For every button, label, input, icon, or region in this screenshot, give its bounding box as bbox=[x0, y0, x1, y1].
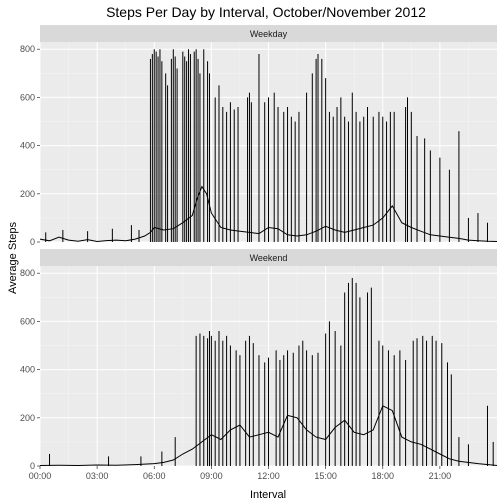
series-line bbox=[39, 185, 498, 243]
y-tick-label: 600 bbox=[20, 92, 35, 102]
facet-strip bbox=[40, 249, 497, 266]
x-axis-title: Interval bbox=[250, 489, 286, 501]
y-tick-label: 600 bbox=[20, 316, 35, 326]
y-axis-title: Average Steps bbox=[7, 222, 19, 294]
x-tick-label: 09:00 bbox=[200, 471, 223, 481]
facet-strip bbox=[40, 25, 497, 42]
x-tick-label: 21:00 bbox=[429, 471, 452, 481]
x-tick-label: 06:00 bbox=[143, 471, 166, 481]
x-tick-label: 18:00 bbox=[371, 471, 394, 481]
facet-strip-label: Weekend bbox=[250, 253, 288, 263]
y-tick-label: 200 bbox=[20, 189, 35, 199]
facet-strip-label: Weekday bbox=[250, 29, 288, 39]
y-tick-label: 800 bbox=[20, 44, 35, 54]
x-tick-label: 00:00 bbox=[29, 471, 52, 481]
x-tick-label: 03:00 bbox=[86, 471, 109, 481]
y-tick-label: 200 bbox=[20, 413, 35, 423]
chart-title: Steps Per Day by Interval, October/Novem… bbox=[106, 4, 426, 20]
y-tick-label: 0 bbox=[30, 237, 35, 247]
y-tick-label: 400 bbox=[20, 141, 35, 151]
x-tick-label: 12:00 bbox=[257, 471, 280, 481]
x-tick-label: 15:00 bbox=[314, 471, 337, 481]
y-tick-label: 0 bbox=[30, 461, 35, 471]
facet-panels: Weekday 0 200 400 600 800 Weekend 0 200 400 600 800… bbox=[20, 25, 498, 481]
y-tick-label: 400 bbox=[20, 365, 35, 375]
y-tick-label: 800 bbox=[20, 268, 35, 278]
